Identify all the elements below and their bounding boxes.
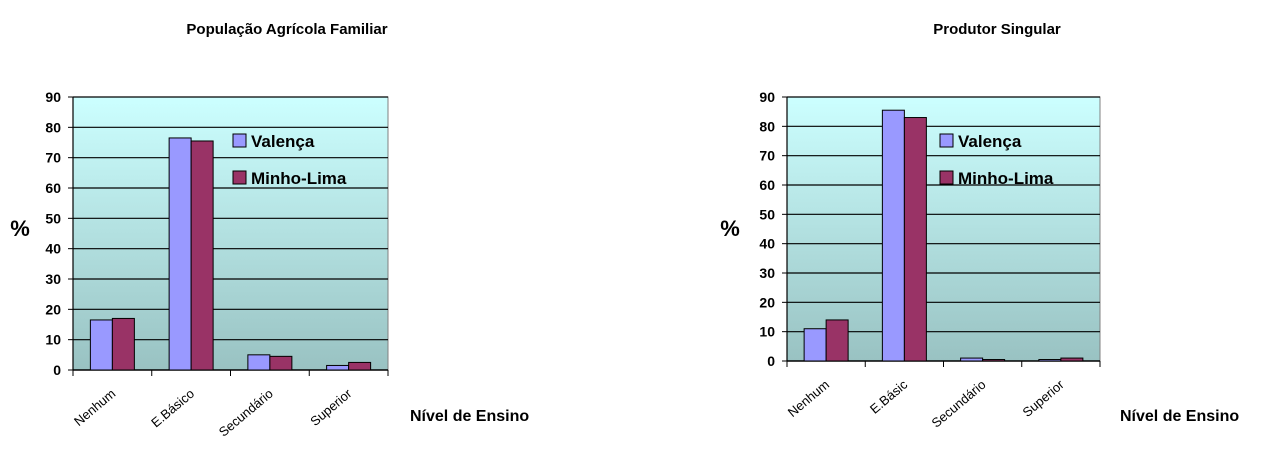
- y-tick-label: 0: [53, 362, 61, 378]
- chart-svg-0: População Agrícola Familiar 0 10 20 30 40 50 60…: [10, 21, 529, 440]
- y-tick-label: 30: [45, 271, 61, 287]
- y-tick-label: 20: [759, 294, 775, 310]
- y-tick-label: 50: [759, 206, 775, 222]
- bar-valenca-1: [881, 109, 905, 362]
- chart-populacao-agricola: População Agrícola Familiar 0 10 20 30 40 50 60…: [0, 0, 600, 476]
- y-axis-label: %: [720, 216, 740, 241]
- bar-minho-lima-2: [269, 355, 293, 371]
- y-tick-label: 10: [759, 324, 775, 340]
- y-axis-label: %: [10, 216, 30, 241]
- bar-valenca-2: [960, 357, 984, 362]
- y-tick-label: 80: [759, 118, 775, 134]
- bar-valenca-2: [247, 354, 271, 371]
- bar-minho-lima-0: [825, 319, 849, 362]
- bar-minho-lima-2: [982, 359, 1006, 362]
- bar-valenca-1: [168, 137, 192, 371]
- y-tick-label: 40: [759, 236, 775, 252]
- category-label: Secundário: [929, 377, 989, 431]
- bar-valenca-3: [326, 364, 350, 371]
- y-tick-label: 30: [759, 265, 775, 281]
- bar-valenca-3: [1038, 359, 1062, 362]
- chart-svg-1: Produtor Singular 0 10 20 30 40 50 60 70 80 90 Nenh…: [720, 21, 1239, 431]
- category-label: Nenhum: [785, 377, 832, 420]
- category-label: Superior: [307, 385, 355, 429]
- chart-produtor-singular: Produtor Singular 0 10 20 30 40 50 60 70 80 90 Nenh…: [700, 0, 1284, 476]
- y-tick-label: 20: [45, 301, 61, 317]
- category-label: Nenhum: [71, 386, 118, 429]
- bar-valenca-0: [89, 319, 113, 371]
- y-tick-label: 60: [45, 180, 61, 196]
- chart-title: População Agrícola Familiar: [186, 21, 387, 38]
- y-tick-label: 70: [45, 150, 61, 166]
- y-tick-label: 10: [45, 332, 61, 348]
- legend-swatch-minho-lima: [939, 170, 954, 185]
- category-label: Secundário: [216, 386, 276, 440]
- bar-minho-lima-1: [903, 117, 927, 362]
- legend-label: Valença: [251, 132, 315, 151]
- bar-minho-lima-1: [190, 140, 214, 371]
- legend-label: Valença: [958, 132, 1022, 151]
- legend-swatch-valenca: [232, 133, 247, 148]
- bar-minho-lima-0: [111, 317, 135, 371]
- y-tick-label: 90: [45, 89, 61, 105]
- legend-swatch-minho-lima: [232, 170, 247, 185]
- y-tick-label: 60: [759, 177, 775, 193]
- y-tick-label: 70: [759, 148, 775, 164]
- legend-label: Minho-Lima: [251, 169, 347, 188]
- bar-valenca-0: [803, 328, 827, 362]
- y-tick-label: 0: [767, 353, 775, 369]
- category-label: E.Básic: [867, 376, 911, 416]
- legend-label: Minho-Lima: [958, 169, 1054, 188]
- y-tick-label: 80: [45, 119, 61, 135]
- x-axis-label: Nível de Ensino: [410, 408, 529, 425]
- y-tick-label: 50: [45, 210, 61, 226]
- chart-title: Produtor Singular: [933, 21, 1061, 38]
- y-tick-label: 40: [45, 241, 61, 257]
- y-tick-label: 90: [759, 89, 775, 105]
- category-label: E.Básico: [148, 386, 197, 430]
- bar-minho-lima-3: [348, 361, 372, 371]
- x-axis-label: Nível de Ensino: [1120, 408, 1239, 425]
- category-label: Superior: [1020, 376, 1068, 420]
- legend-swatch-valenca: [939, 133, 954, 148]
- bar-minho-lima-3: [1060, 357, 1084, 362]
